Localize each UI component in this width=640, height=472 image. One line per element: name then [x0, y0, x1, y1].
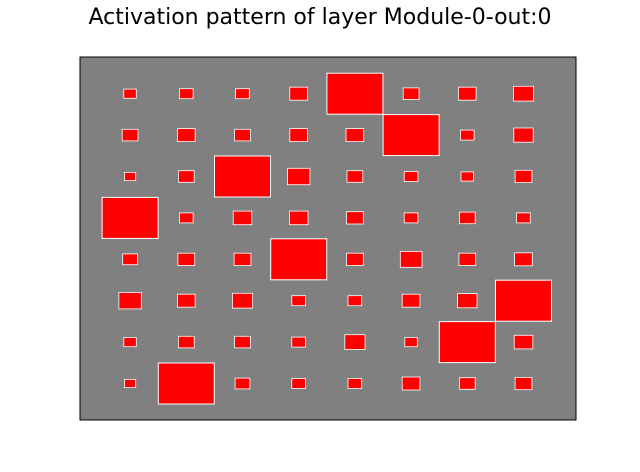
heatmap-cell-r7-c6 — [458, 377, 476, 390]
heatmap-cell-r4-c3 — [270, 238, 328, 281]
heatmap-cell-r5-c4 — [347, 295, 363, 307]
heatmap-cell-r3-c1 — [178, 212, 194, 224]
heatmap-cell-r4-c1 — [177, 252, 196, 266]
heatmap-cell-r6-c1 — [177, 335, 195, 349]
heatmap-cell-r6-c4 — [344, 334, 366, 350]
heatmap-cell-r1-c3 — [289, 128, 308, 143]
heatmap-cell-r5-c7 — [495, 279, 552, 322]
heatmap-cell-r4-c7 — [514, 252, 533, 267]
heatmap-cell-r1-c0 — [121, 128, 139, 142]
heatmap-cell-r1-c6 — [459, 129, 475, 141]
heatmap-cell-r3-c6 — [458, 211, 476, 225]
heatmap-cell-r7-c7 — [514, 376, 533, 391]
heatmap-cell-r0-c5 — [402, 87, 420, 100]
heatmap-cell-r0-c1 — [178, 88, 194, 100]
heatmap-cell-r1-c4 — [345, 128, 365, 143]
heatmap-cell-r6-c3 — [291, 336, 306, 348]
heatmap-cell-r2-c3 — [287, 167, 311, 186]
heatmap-cell-r1-c1 — [176, 128, 196, 143]
heatmap-cell-r5-c5 — [401, 293, 421, 308]
heatmap-cell-r4-c2 — [233, 252, 252, 266]
heatmap-cell-r7-c0 — [124, 378, 137, 388]
heatmap-cell-r2-c2 — [214, 155, 271, 198]
heatmap-cell-r0-c6 — [457, 86, 477, 101]
heatmap-cell-r4-c0 — [122, 253, 138, 266]
heatmap-cell-r7-c1 — [157, 362, 215, 405]
heatmap-cell-r2-c6 — [460, 171, 474, 182]
heatmap-cell-r5-c6 — [457, 293, 478, 309]
heatmap-cell-r3-c5 — [403, 212, 419, 224]
heatmap-cell-r6-c7 — [513, 334, 534, 350]
heatmap-cell-r3-c3 — [288, 210, 309, 226]
heatmap-cell-r5-c2 — [231, 292, 253, 309]
heatmap-cell-r2-c0 — [124, 171, 137, 181]
heatmap-cell-r4-c5 — [399, 250, 423, 268]
heatmap-cell-r1-c7 — [513, 127, 534, 143]
chart-title: Activation pattern of layer Module-0-out… — [88, 5, 552, 30]
heatmap-cell-r3-c7 — [516, 212, 531, 224]
heatmap-cell-r3-c2 — [232, 210, 253, 226]
heatmap-cell-r0-c0 — [123, 88, 137, 99]
heatmap-cell-r5-c3 — [291, 295, 306, 307]
heatmap-cell-r7-c4 — [347, 378, 363, 389]
heatmap-cell-r3-c0 — [101, 196, 159, 239]
heatmap-cell-r0-c4 — [326, 72, 384, 115]
heatmap-cell-r2-c7 — [514, 169, 533, 184]
heatmap-cells — [101, 72, 552, 405]
heatmap-cell-r2-c5 — [403, 171, 419, 182]
heatmap-cell-r0-c7 — [513, 85, 535, 102]
heatmap-cell-r7-c5 — [401, 376, 421, 391]
heatmap-cell-r7-c2 — [234, 377, 251, 390]
heatmap-cell-r1-c5 — [382, 114, 440, 157]
heatmap-cell-r4-c4 — [346, 252, 364, 266]
heatmap-cell-r0-c2 — [235, 88, 250, 100]
heatmap-cell-r3-c4 — [346, 211, 364, 225]
heatmap-cell-r6-c6 — [438, 321, 496, 364]
heatmap-cell-r5-c1 — [176, 293, 196, 308]
heatmap-cell-r0-c3 — [289, 86, 308, 101]
heatmap-cell-r6-c0 — [123, 337, 137, 348]
heatmap-cell-r6-c2 — [234, 335, 251, 349]
heatmap-cell-r2-c1 — [177, 170, 195, 183]
heatmap-cell-r1-c2 — [234, 128, 251, 142]
heatmap-cell-r7-c3 — [291, 378, 306, 389]
heatmap-cell-r6-c5 — [404, 337, 418, 348]
heatmap-cell-r5-c0 — [118, 292, 142, 310]
heatmap-cell-r2-c4 — [346, 170, 364, 183]
heatmap-cell-r4-c6 — [458, 252, 477, 266]
